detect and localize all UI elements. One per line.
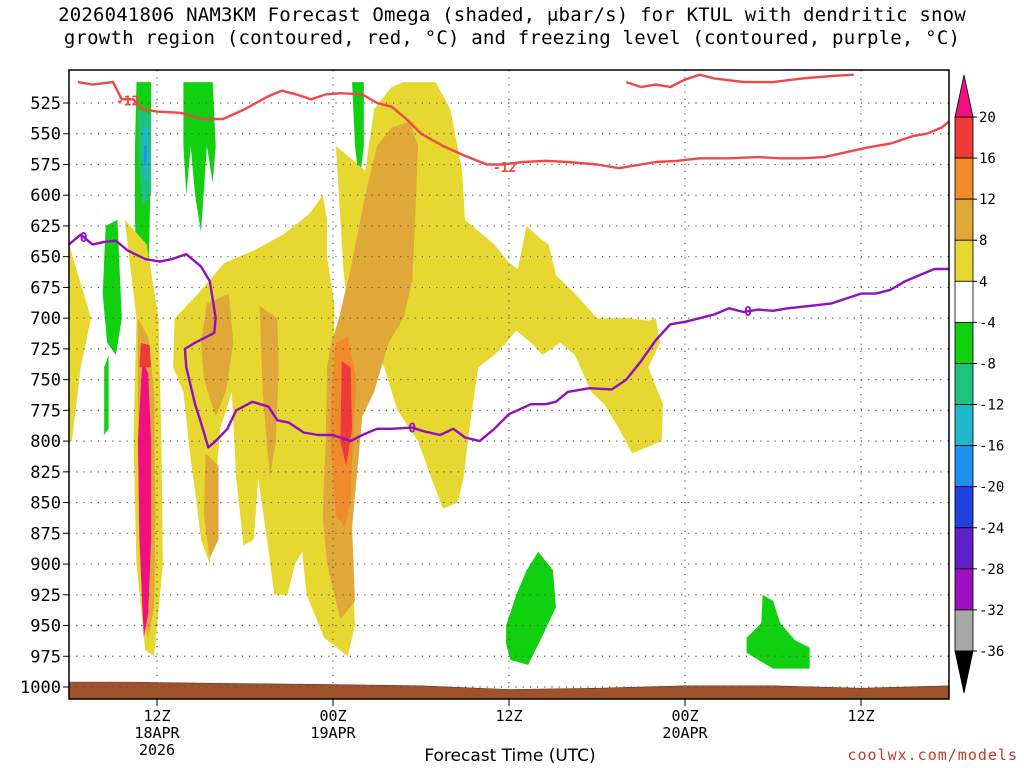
colorbar-bin-4	[954, 280, 974, 323]
omega-region-green-upper-mid	[352, 82, 364, 183]
x-axis-label: Forecast Time (UTC)	[424, 746, 596, 766]
omega-region-yellow-main	[69, 244, 91, 442]
colorbar-label-9: -20	[979, 480, 1004, 496]
site-credit: coolwx.com/models	[847, 746, 1018, 764]
terrain	[69, 681, 949, 699]
omega-region-orange-low	[203, 453, 219, 558]
colorbar-bin-5	[954, 321, 974, 364]
x-tick-label-6-0: 12Z	[143, 707, 170, 725]
colorbar-bin-12	[954, 609, 974, 652]
y-tick-label-875: 875	[30, 524, 61, 544]
x-tick-label-6-2: 2026	[139, 741, 175, 759]
colorbar-label-8: -16	[979, 439, 1004, 455]
grid-lines	[69, 70, 949, 699]
omega-region-blue-core	[143, 146, 147, 166]
colorbar-bin-11	[954, 568, 974, 611]
contour-freezing-level	[69, 233, 949, 449]
y-tick-label-625: 625	[30, 217, 61, 237]
colorbar-bin-3	[954, 239, 974, 282]
y-tick-label-575: 575	[30, 155, 61, 175]
colorbar-bin-6	[954, 363, 974, 405]
colorbar-label-10: -24	[979, 521, 1004, 537]
contour-lines: -12 -12 0 0 0	[69, 73, 949, 449]
chart-title-line1: 2026041806 NAM3KM Forecast Omega (shaded…	[58, 4, 966, 26]
colorbar-label-2: 12	[979, 192, 996, 208]
x-tick-label-18-1: 19APR	[310, 724, 356, 742]
contour-dgz-upper	[77, 80, 949, 170]
y-tick-label-700: 700	[30, 309, 61, 329]
x-tick-label-42-1: 20APR	[662, 724, 708, 742]
omega-region-red-core	[139, 342, 152, 368]
omega-region-orange-mid	[201, 293, 234, 417]
terrain-fill	[69, 681, 949, 699]
colorbar-bin-1	[954, 157, 974, 200]
colorbar-label-5: -4	[979, 315, 996, 331]
y-tick-label-675: 675	[30, 278, 61, 298]
omega-region-green-low-left-2	[104, 355, 109, 435]
contour-label-freezing-level-2: 0	[408, 422, 416, 437]
colorbar-label-6: -8	[979, 356, 996, 372]
colorbar-label-7: -12	[979, 398, 1004, 414]
colorbar-under-triangle	[954, 650, 974, 694]
colorbar-label-0: 20	[979, 110, 996, 126]
colorbar-label-4: 4	[979, 274, 987, 290]
y-tick-label-825: 825	[30, 463, 61, 483]
chart-title: 2026041806 NAM3KM Forecast Omega (shaded…	[0, 4, 1024, 50]
colorbar-bin-10	[954, 527, 974, 570]
x-tick-label-42-0: 00Z	[671, 707, 698, 725]
y-tick-label-650: 650	[30, 248, 61, 268]
y-tick-label-900: 900	[30, 555, 61, 575]
y-tick-label-975: 975	[30, 647, 61, 667]
colorbar-bin-9	[954, 486, 974, 529]
y-tick-label-725: 725	[30, 340, 61, 360]
colorbar-bin-7	[954, 404, 974, 447]
y-tick-label-800: 800	[30, 432, 61, 452]
colorbar-label-3: 8	[979, 233, 987, 249]
omega-region-green-blob-20apr	[746, 594, 810, 669]
y-tick-label-775: 775	[30, 401, 61, 421]
x-tick-label-54-0: 12Z	[847, 707, 874, 725]
omega-shading	[69, 82, 810, 669]
chart-title-line2: growth region (contoured, red, °C) and f…	[63, 27, 961, 49]
contour-label-freezing-level-0: 0	[80, 231, 88, 246]
y-axis-ticks: 525 550 575 600 625 650 675 700 725 750 775 800 825 8…	[20, 94, 69, 698]
y-tick-label-950: 950	[30, 617, 61, 637]
colorbar-over-triangle	[954, 74, 974, 118]
colorbar: 20 16 12 8 4 -4 -8 -12 -16 -20 -24 -28 -32 -36	[954, 74, 1004, 694]
x-tick-label-18-0: 00Z	[319, 707, 346, 725]
omega-region-magenta-core	[137, 361, 152, 638]
omega-region-green-blob-12z	[506, 551, 556, 665]
colorbar-label-12: -32	[979, 603, 1004, 619]
y-tick-label-550: 550	[30, 125, 61, 145]
colorbar-bin-2	[954, 198, 974, 241]
y-tick-label-750: 750	[30, 371, 61, 391]
y-tick-label-850: 850	[30, 494, 61, 514]
colorbar-bin-0	[954, 116, 974, 159]
y-tick-label-525: 525	[30, 94, 61, 114]
contour-label-dgz-upper-1: -12	[493, 161, 516, 176]
colorbar-label-11: -28	[979, 562, 1004, 578]
colorbar-label-13: -36	[979, 644, 1004, 660]
contour-dgz-top	[625, 73, 854, 89]
contour-label-freezing-level-1: 0	[744, 305, 752, 320]
x-tick-label-30-0: 12Z	[495, 707, 522, 725]
y-tick-label-1000: 1000	[20, 678, 61, 698]
contour-label-dgz-upper-0: -12	[116, 95, 139, 110]
x-tick-label-6-1: 18APR	[134, 724, 180, 742]
omega-region-yellow-right	[335, 82, 663, 509]
colorbar-bin-8	[954, 445, 974, 488]
y-tick-label-925: 925	[30, 586, 61, 606]
colorbar-label-1: 16	[979, 151, 996, 167]
y-tick-label-600: 600	[30, 186, 61, 206]
